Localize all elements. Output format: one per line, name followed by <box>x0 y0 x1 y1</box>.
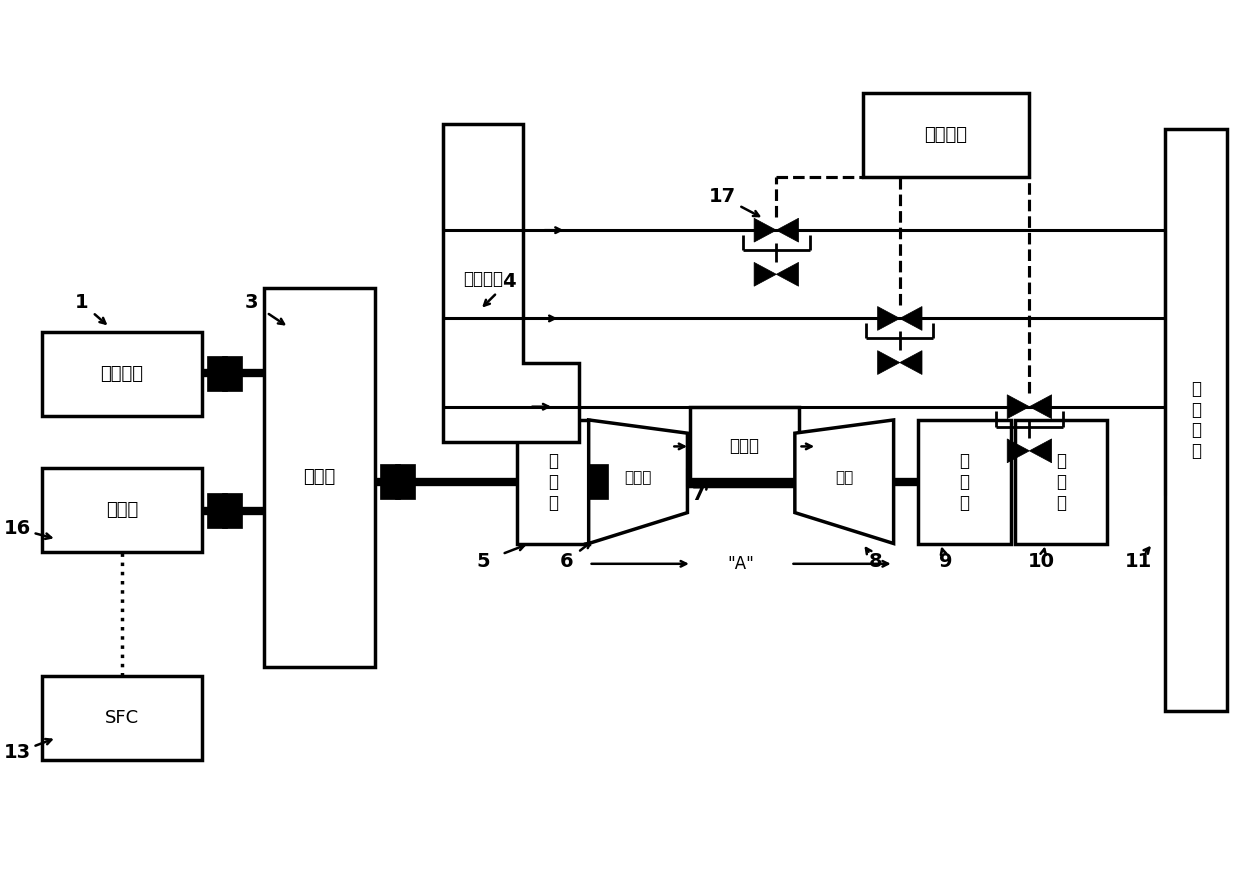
Bar <box>589 464 609 499</box>
Polygon shape <box>795 420 894 544</box>
Polygon shape <box>443 125 579 442</box>
Bar <box>222 355 242 391</box>
Text: 9: 9 <box>939 552 952 571</box>
Text: 3: 3 <box>244 293 258 312</box>
Polygon shape <box>1029 439 1052 462</box>
Bar <box>42 332 202 415</box>
Bar <box>863 94 1029 177</box>
Polygon shape <box>1007 439 1029 462</box>
Bar <box>689 407 799 486</box>
Bar <box>919 420 1011 544</box>
Bar <box>1166 129 1226 712</box>
Text: 5: 5 <box>477 552 491 571</box>
Bar <box>207 355 227 391</box>
Text: 控制系统: 控制系统 <box>925 126 967 144</box>
Polygon shape <box>1029 395 1052 419</box>
Text: 6: 6 <box>559 552 573 571</box>
Text: 11: 11 <box>1125 552 1152 571</box>
Text: 7: 7 <box>692 485 706 505</box>
Polygon shape <box>900 351 923 375</box>
Text: 4: 4 <box>502 272 516 291</box>
Bar <box>517 420 589 544</box>
Polygon shape <box>878 351 900 375</box>
Text: 动力源: 动力源 <box>105 501 138 520</box>
Text: 涡轮: 涡轮 <box>835 469 853 484</box>
Text: 排
气
系
统: 排 气 系 统 <box>1192 380 1202 461</box>
Bar <box>1014 420 1107 544</box>
Bar <box>264 287 374 667</box>
Text: 进
气
室: 进 气 室 <box>548 452 558 512</box>
Text: 1: 1 <box>74 293 88 312</box>
Bar <box>379 464 399 499</box>
Polygon shape <box>754 263 776 286</box>
Text: 排
气
室: 排 气 室 <box>1056 452 1066 512</box>
Text: 盘车电机: 盘车电机 <box>100 364 144 383</box>
Text: SFC: SFC <box>105 709 139 727</box>
Text: 排
气
缸: 排 气 缸 <box>960 452 970 512</box>
Polygon shape <box>776 218 799 242</box>
Text: 10: 10 <box>1028 552 1055 571</box>
Bar <box>42 469 202 552</box>
Text: 8: 8 <box>868 552 882 571</box>
Text: 进气系统: 进气系统 <box>463 271 503 288</box>
Bar <box>222 493 242 529</box>
Polygon shape <box>776 263 799 286</box>
Text: 压气机: 压气机 <box>625 469 652 484</box>
Polygon shape <box>878 307 900 331</box>
Bar <box>42 676 202 759</box>
Text: 17: 17 <box>708 187 735 206</box>
Text: 齿轮箱: 齿轮箱 <box>304 469 336 486</box>
Bar <box>207 493 227 529</box>
Polygon shape <box>900 307 923 331</box>
Bar <box>394 464 414 499</box>
Text: 燃烧室: 燃烧室 <box>729 438 759 455</box>
Polygon shape <box>589 420 687 544</box>
Polygon shape <box>1007 395 1029 419</box>
Polygon shape <box>754 218 776 242</box>
Text: "A": "A" <box>728 555 755 573</box>
Text: 16: 16 <box>4 519 31 538</box>
Text: 13: 13 <box>4 743 31 762</box>
